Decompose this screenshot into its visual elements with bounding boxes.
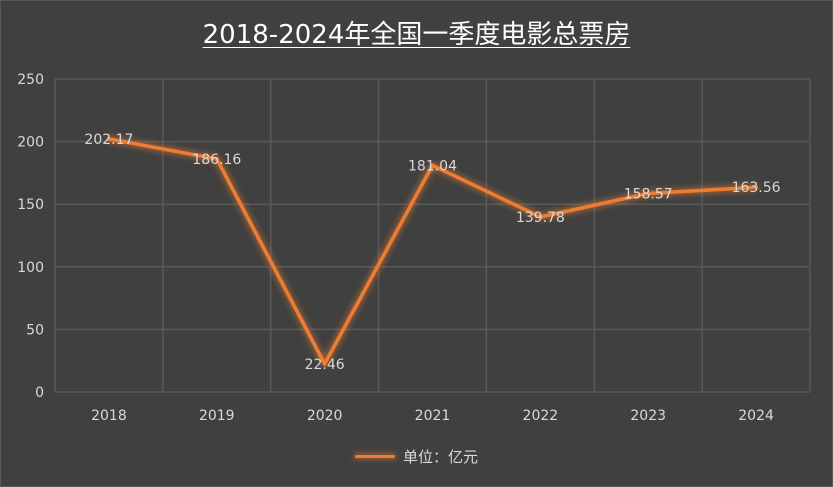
data-label: 186.16 [192,152,241,168]
data-label: 181.04 [408,158,457,174]
y-tick-label: 100 [17,260,44,276]
x-tick-label: 2020 [307,408,343,424]
y-tick-label: 250 [17,72,44,88]
data-label: 163.56 [732,180,781,196]
y-tick-label: 200 [17,135,44,151]
x-axis-ticks: 2018 2019 2020 2021 2022 2023 2024 [91,408,774,424]
x-tick-label: 2018 [91,408,127,424]
gridlines [54,78,811,393]
legend-swatch-icon [354,455,395,458]
x-tick-label: 2024 [738,408,774,424]
data-label: 139.78 [516,210,565,226]
data-point [322,361,327,366]
legend: 单位：亿元 [0,446,833,467]
data-label: 158.57 [624,186,673,202]
data-labels: 202.17 186.16 22.46 181.04 139.78 158.57 163.5… [84,132,780,373]
x-tick-label: 2019 [199,408,235,424]
data-label: 22.46 [305,357,345,373]
x-tick-label: 2021 [415,408,451,424]
legend-label: 单位：亿元 [402,448,478,466]
data-label: 202.17 [84,132,133,148]
series-layer [106,136,759,366]
y-tick-label: 50 [26,322,44,338]
chart-title: 2018-2024年全国一季度电影总票房 [202,20,631,50]
x-tick-label: 2023 [630,408,666,424]
y-tick-label: 0 [35,385,44,401]
x-tick-label: 2022 [523,408,559,424]
data-point [646,191,651,196]
data-point [430,163,435,168]
data-point [106,136,111,141]
data-point [214,156,219,161]
y-axis-ticks: 0 50 100 150 200 250 [17,72,44,401]
data-point [754,185,759,190]
y-tick-label: 150 [17,197,44,213]
data-point [538,214,543,219]
